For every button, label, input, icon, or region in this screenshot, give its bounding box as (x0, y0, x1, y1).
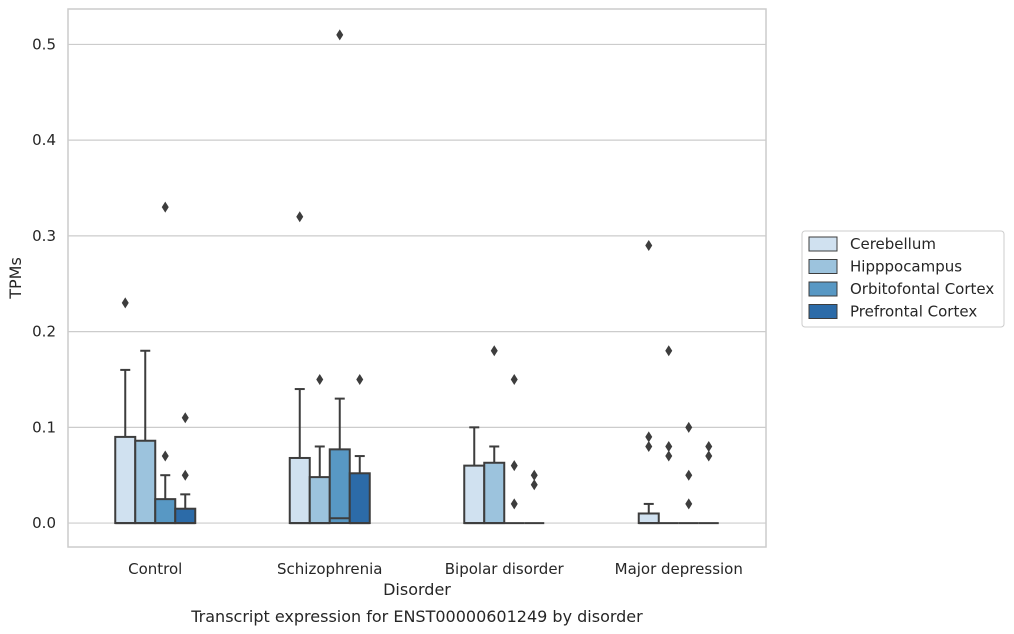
outlier-point (316, 373, 324, 385)
box-orbitofontal-cortex-2 (504, 373, 525, 525)
box-hipppocampus-3 (658, 345, 679, 525)
outlier-point (161, 201, 169, 213)
box-cerebellum-2 (463, 426, 486, 525)
y-tick-label: 0.1 (32, 418, 56, 436)
legend-swatch (808, 281, 838, 297)
outlier-point (645, 440, 653, 452)
outlier-point (510, 498, 518, 510)
plot-frame (67, 8, 767, 548)
box-body (154, 498, 177, 525)
outlier-point (510, 373, 518, 385)
outlier-point (530, 479, 538, 491)
outlier-point (490, 345, 498, 357)
box-orbitofontal-cortex-0 (154, 201, 177, 525)
outlier-point (705, 450, 713, 462)
outlier-point (645, 239, 653, 251)
box-prefrontal-cortex-1 (348, 373, 371, 525)
box-body (134, 439, 157, 525)
outlier-point (530, 469, 538, 481)
outlier-point (181, 469, 189, 481)
box-body (637, 512, 660, 525)
box-body (348, 472, 371, 525)
legend-swatch (808, 304, 838, 319)
outlier-point (665, 345, 673, 357)
x-tick-label: Major depression (615, 560, 743, 578)
outlier-point (161, 450, 169, 462)
box-body (308, 476, 331, 525)
outlier-point (685, 421, 693, 433)
box-orbitofontal-cortex-1 (328, 29, 351, 525)
legend-frame (801, 230, 1005, 328)
outlier-point (645, 431, 653, 443)
y-tick-label: 0.5 (32, 35, 56, 53)
x-axis-ticks: Control Schizophrenia Bipolar disorder Majo… (128, 560, 743, 578)
outlier-point (510, 460, 518, 472)
box-prefrontal-cortex-2 (524, 469, 545, 525)
box-hipppocampus-0 (134, 349, 157, 525)
grid-lines (68, 43, 766, 524)
box-prefrontal-cortex-3 (698, 440, 719, 525)
box-cerebellum-3 (637, 239, 660, 525)
legend-label: Cerebellum (850, 235, 936, 253)
box-body (483, 461, 506, 525)
legend-swatch (808, 259, 838, 274)
box-prefrontal-cortex-0 (174, 412, 197, 525)
box-body (114, 435, 137, 525)
outlier-point (356, 373, 364, 385)
legend-label: Orbitofontal Cortex (850, 280, 994, 298)
y-tick-label: 0.2 (32, 323, 56, 341)
legend: Cerebellum Hipppocampus Orbitofontal Corte… (801, 230, 1005, 328)
legend-label: Prefrontal Cortex (850, 303, 977, 321)
legend-swatch (808, 236, 838, 252)
x-tick-label: Control (128, 560, 182, 578)
outlier-point (181, 412, 189, 424)
box-body (328, 448, 351, 525)
outlier-point (336, 29, 344, 41)
y-tick-label: 0.3 (32, 227, 56, 245)
y-tick-label: 0.0 (32, 514, 56, 532)
box-hipppocampus-1 (308, 373, 331, 525)
box-body (463, 464, 486, 525)
outlier-point (705, 440, 713, 452)
box-body (288, 456, 311, 525)
box-orbitofontal-cortex-3 (678, 421, 699, 525)
y-tick-label: 0.4 (32, 131, 56, 149)
outlier-point (296, 211, 304, 223)
legend-label: Hipppocampus (850, 258, 962, 276)
box-hipppocampus-2 (483, 345, 506, 525)
outlier-point (665, 440, 673, 452)
outlier-point (121, 297, 129, 309)
x-tick-label: Schizophrenia (277, 560, 382, 578)
box-cerebellum-1 (288, 211, 311, 525)
box-layer (114, 29, 719, 525)
outlier-point (665, 450, 673, 462)
y-axis-ticks: 0.0 0.1 0.2 0.3 0.4 0.5 (32, 35, 56, 532)
y-axis-label: TPMs (6, 257, 25, 300)
x-tick-label: Bipolar disorder (445, 560, 565, 578)
figure-caption: Transcript expression for ENST0000060124… (190, 607, 643, 626)
outlier-point (685, 498, 693, 510)
box-body (174, 507, 197, 525)
legend-items: Cerebellum Hipppocampus Orbitofontal Corte… (808, 235, 994, 321)
outlier-point (685, 469, 693, 481)
x-axis-label: Disorder (383, 580, 451, 599)
